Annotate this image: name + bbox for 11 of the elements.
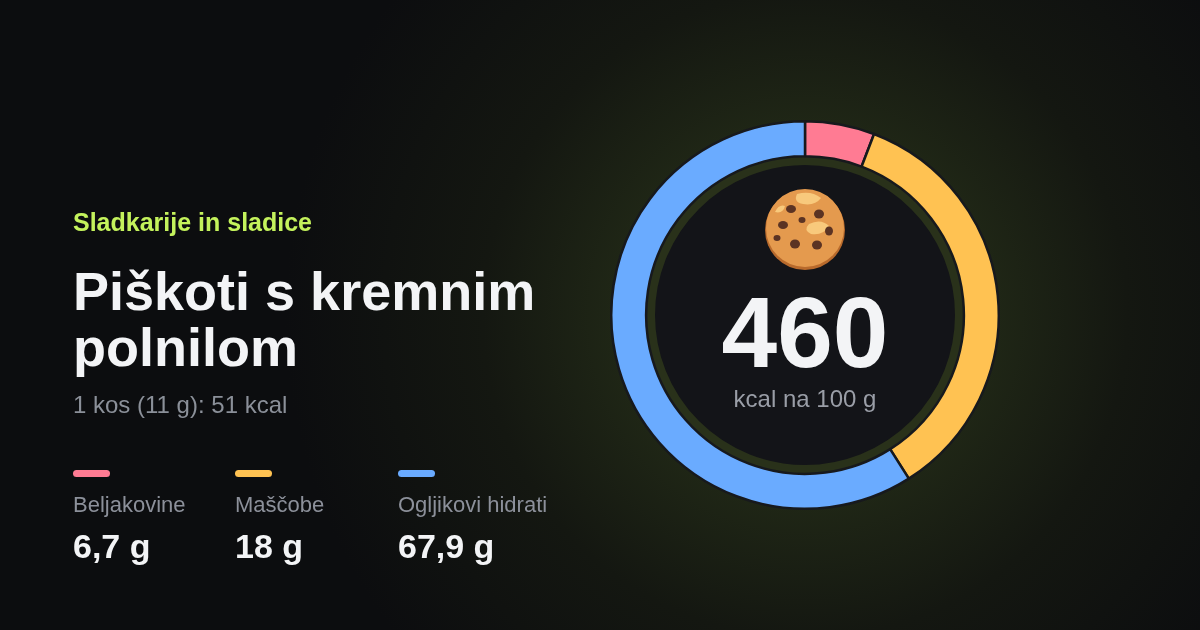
text: Piškoti s kremnim polnilom — [73, 261, 537, 377]
legend-label: Maščobe — [235, 492, 325, 517]
text: kcal na 100 g — [732, 385, 878, 412]
text: 67,9 g — [398, 527, 495, 565]
text: Sladkarije in sladice — [73, 208, 313, 236]
text: 1 kos (11 g): 51 kcal — [73, 391, 288, 418]
text: 18 g — [235, 527, 304, 565]
legend-label: Ogljikovi hidrati — [398, 492, 548, 517]
text: 460 — [720, 276, 890, 388]
text: 6,7 g — [73, 527, 151, 565]
legend-label: Beljakovine — [73, 492, 186, 517]
